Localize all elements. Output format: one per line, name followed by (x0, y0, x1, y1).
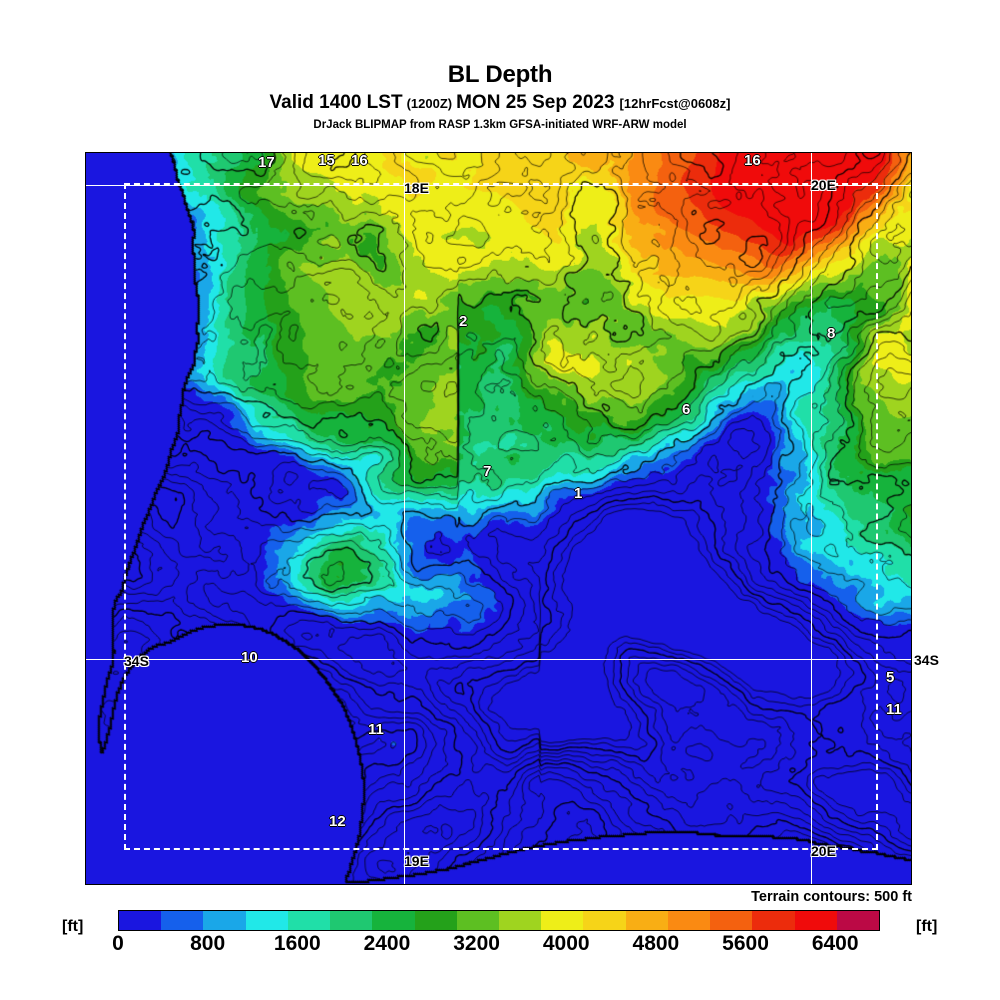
colorbar-tick-2400: 2400 (363, 932, 411, 955)
valid-time-subtitle: Valid 1400 LST (1200Z) MON 25 Sep 2023 [12h… (0, 92, 1000, 115)
colorbar-unit-right: [ft] (916, 918, 938, 935)
colorbar-swatch-8 (456, 911, 499, 930)
valid-time-local: Valid 1400 LST (269, 92, 403, 113)
valid-date: MON 25 Sep 2023 (456, 92, 615, 113)
colorbar-swatch-12 (625, 911, 668, 930)
colorbar-tick-labels: 0 800 1600 2400 3200 4000 4800 5600 6400 (112, 932, 880, 962)
colorbar-swatch-10 (541, 911, 584, 930)
forecast-hour-tag: [12hrFcst@0608z] (619, 96, 731, 111)
colorbar-swatch-13 (667, 911, 711, 930)
colorbar-swatch-16 (794, 911, 837, 930)
colorbar-tick-5600: 5600 (722, 932, 769, 955)
colorbar-swatch-7 (414, 911, 457, 930)
colorbar-swatch-1 (161, 911, 204, 930)
colorbar-tick-800: 800 (190, 932, 226, 955)
colorbar-swatch-2 (203, 911, 246, 930)
colorbar-tick-1600: 1600 (273, 932, 321, 955)
colorbar-tick-4800: 4800 (632, 932, 680, 955)
colorbar-swatch-14 (710, 911, 753, 930)
colorbar-swatch-11 (583, 911, 626, 930)
model-source-line: DrJack BLIPMAP from RASP 1.3km GFSA-init… (313, 119, 687, 131)
colorbar-tick-0: 0 (112, 932, 124, 955)
colorbar: [ft] [ft] 0 800 1600 2400 3200 4000 4800 5600 64… (0, 905, 1000, 965)
colorbar-swatch-3 (245, 911, 288, 930)
title-block: BL Depth Valid 1400 LST (1200Z) MON 25 Sep… (0, 62, 1000, 132)
colorbar-swatch-6 (372, 911, 415, 930)
colorbar-tick-4000: 4000 (542, 932, 590, 955)
colorbar-swatch-5 (330, 911, 373, 930)
colorbar-tick-3200: 3200 (453, 932, 500, 955)
colorbar-swatch-17 (836, 911, 879, 930)
forecast-map[interactable]: 18E 20E 19E 20E 34S 17 15 16 16 2 8 7 6 … (85, 152, 912, 885)
lat-label-34s-right: 34S (914, 652, 939, 668)
colorbar-swatch-9 (498, 911, 542, 930)
colorbar-swatch-0 (119, 911, 162, 930)
valid-time-utc: (1200Z) (406, 96, 453, 111)
colorbar-unit-left: [ft] (62, 918, 84, 935)
colorbar-swatches (118, 910, 880, 931)
colorbar-tick-6400: 6400 (811, 932, 859, 955)
colorbar-swatch-15 (752, 911, 795, 930)
page-title: BL Depth (447, 61, 553, 88)
colorbar-swatch-4 (287, 911, 331, 930)
terrain-contour-note: Terrain contours: 500 ft (751, 889, 912, 905)
bl-depth-raster (86, 153, 911, 884)
